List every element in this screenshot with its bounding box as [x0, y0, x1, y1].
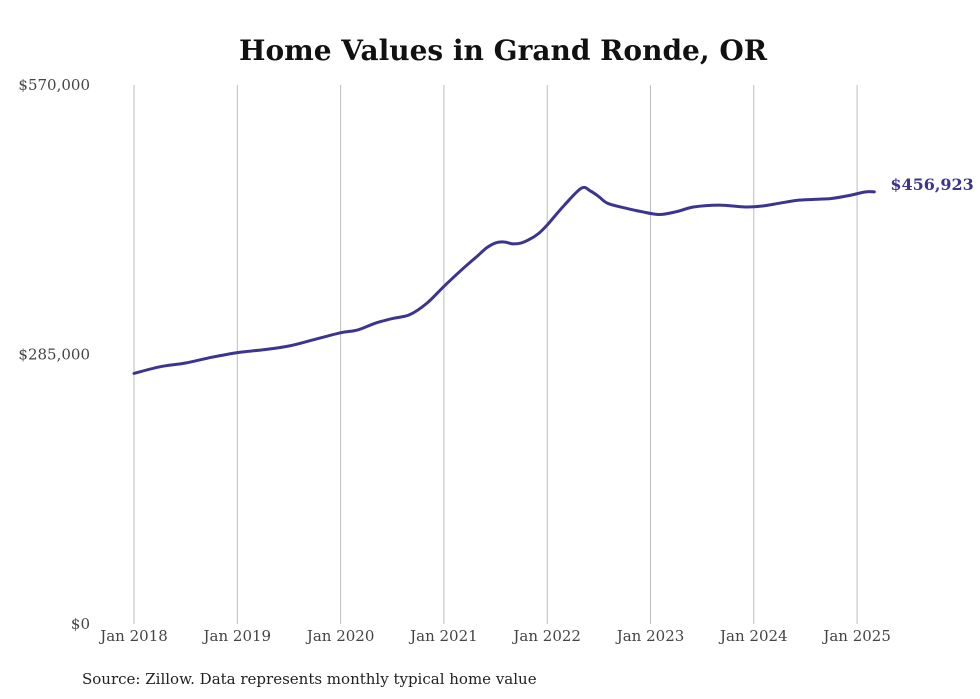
x-tick-label-0: Jan 2018: [98, 627, 168, 645]
y-tick-label-1: $285,000: [18, 346, 90, 364]
x-tick-label-1: Jan 2019: [202, 627, 272, 645]
y-tick-label-0: $0: [71, 615, 90, 633]
x-tick-label-7: Jan 2025: [821, 627, 891, 645]
y-tick-label-2: $570,000: [18, 76, 90, 94]
x-axis-ticks: Jan 2018 Jan 2019 Jan 2020 Jan 2021 Jan 2022…: [98, 627, 891, 645]
series-line: [132, 185, 876, 375]
y-axis-ticks: $0 $285,000 $570,000: [18, 76, 90, 633]
x-tick-label-2: Jan 2020: [305, 627, 375, 645]
chart-title: Home Values in Grand Ronde, OR: [239, 34, 768, 67]
x-tick-label-5: Jan 2023: [615, 627, 685, 645]
source-note: Source: Zillow. Data represents monthly …: [82, 670, 537, 688]
x-tick-label-6: Jan 2024: [718, 627, 788, 645]
x-tick-label-3: Jan 2021: [408, 627, 478, 645]
x-tick-label-4: Jan 2022: [511, 627, 581, 645]
gridlines: [133, 85, 858, 624]
end-value-label: $456,923: [890, 175, 974, 194]
